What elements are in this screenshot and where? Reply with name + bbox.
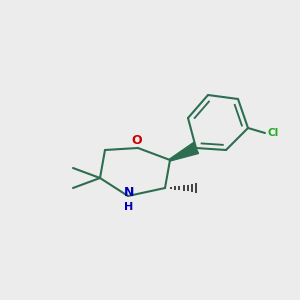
Polygon shape	[169, 142, 199, 161]
Text: O: O	[132, 134, 142, 146]
Text: N: N	[124, 187, 134, 200]
Text: H: H	[124, 202, 134, 212]
Text: Cl: Cl	[267, 128, 278, 138]
